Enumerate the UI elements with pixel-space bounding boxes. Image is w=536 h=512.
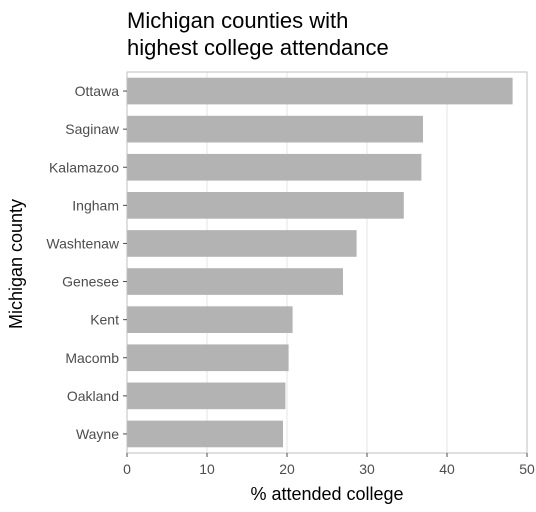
plot-panel-border <box>126 71 528 454</box>
bar-genesee <box>127 268 343 295</box>
chart-title: Michigan counties with highest college a… <box>127 8 389 60</box>
y-tick-label-oakland: Oakland <box>67 388 119 404</box>
chart-title-line-2: highest college attendance <box>127 35 389 60</box>
bar-kent <box>127 306 293 333</box>
bar-oakland <box>127 382 286 410</box>
y-tick-label-saginaw: Saginaw <box>65 121 120 137</box>
y-axis-ticks: Ottawa Saginaw Kalamazoo Ingham Washtenaw Gen… <box>46 83 127 442</box>
y-tick-label-kalamazoo: Kalamazoo <box>49 159 119 175</box>
bar-saginaw <box>127 115 423 143</box>
x-tick-label-40: 40 <box>439 461 455 477</box>
chart-title-line-1: Michigan counties with <box>127 8 348 33</box>
x-axis-ticks: 0 10 20 30 40 50 <box>123 453 535 477</box>
y-axis-title: Michigan county <box>6 199 26 329</box>
x-tick-label-10: 10 <box>199 461 215 477</box>
x-tick-label-50: 50 <box>519 461 535 477</box>
y-tick-label-macomb: Macomb <box>65 350 119 366</box>
bar-macomb <box>127 344 289 372</box>
bar-wayne <box>127 420 283 448</box>
bar-kalamazoo <box>127 153 422 181</box>
y-tick-label-genesee: Genesee <box>62 274 119 290</box>
y-tick-label-ottawa: Ottawa <box>75 83 120 99</box>
y-tick-label-washtenaw: Washtenaw <box>46 235 120 251</box>
x-axis-title: % attended college <box>250 484 403 504</box>
y-tick-label-wayne: Wayne <box>76 426 119 442</box>
bars <box>127 77 513 448</box>
x-tick-label-0: 0 <box>123 461 131 477</box>
bar-ottawa <box>127 77 513 105</box>
x-tick-label-20: 20 <box>279 461 295 477</box>
bar-washtenaw <box>127 230 357 257</box>
x-tick-label-30: 30 <box>359 461 375 477</box>
bar-ingham <box>127 192 404 219</box>
y-tick-label-kent: Kent <box>90 312 119 328</box>
y-tick-label-ingham: Ingham <box>72 197 119 213</box>
